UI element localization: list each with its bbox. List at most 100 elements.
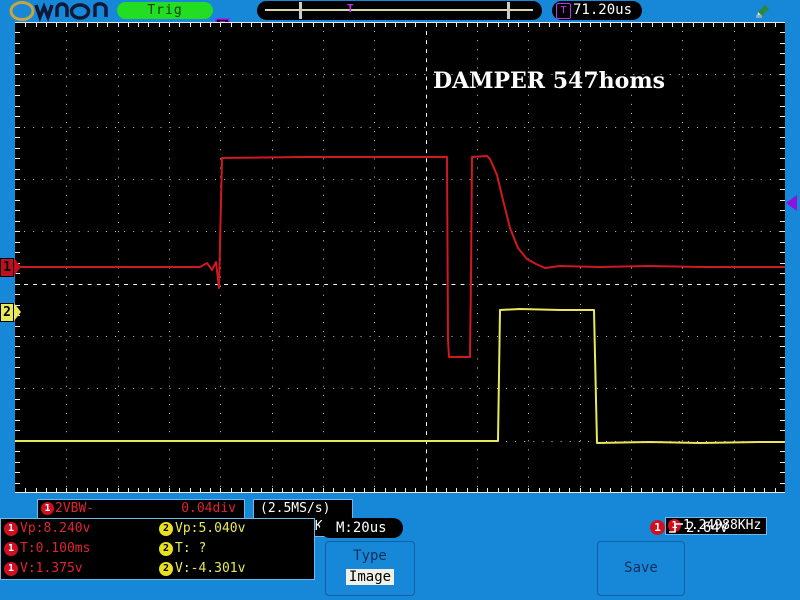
ch1-time-value: T:0.100ms: [20, 541, 91, 556]
axis-tick: [713, 488, 714, 493]
axis-tick: [46, 22, 47, 27]
axis-tick: [282, 22, 283, 27]
axis-tick: [780, 169, 785, 170]
axis-tick: [780, 336, 785, 337]
axis-tick: [148, 22, 149, 27]
ch2-marker-label: 2: [3, 305, 11, 320]
axis-tick: [405, 488, 406, 493]
axis-tick: [703, 22, 704, 27]
axis-tick: [775, 488, 776, 493]
ch2-badge: 2: [159, 522, 173, 536]
axis-tick: [56, 22, 57, 27]
axis-tick: [780, 326, 785, 327]
ch2-time-value: T: ?: [175, 541, 207, 556]
on-screen-annotation: DAMPER 547homs: [433, 68, 666, 94]
axis-tick: [272, 488, 273, 493]
memory-trigger-marker: T: [347, 2, 354, 15]
axis-tick: [780, 158, 785, 159]
axis-tick: [559, 22, 560, 27]
axis-tick: [179, 488, 180, 493]
save-button[interactable]: Save: [597, 541, 685, 596]
ch1-position-marker[interactable]: 1: [0, 258, 21, 277]
axis-tick: [780, 388, 785, 389]
ch1-measure-volt: 1 V:1.375v: [4, 559, 83, 579]
axis-tick: [15, 137, 20, 138]
axis-tick: [15, 43, 20, 44]
axis-tick: [487, 22, 488, 27]
axis-tick: [780, 106, 785, 107]
axis-tick: [210, 22, 211, 27]
grid-line-horizontal: [15, 179, 785, 180]
axis-tick: [364, 22, 365, 27]
axis-tick: [56, 488, 57, 493]
axis-tick: [261, 22, 262, 27]
axis-tick: [118, 488, 119, 493]
axis-tick: [15, 231, 20, 232]
axis-tick: [15, 388, 20, 389]
axis-tick: [15, 148, 20, 149]
axis-tick: [780, 221, 785, 222]
axis-tick: [775, 22, 776, 27]
measurement-row: 1 V:1.375v 2 V:-4.301v: [1, 559, 314, 579]
axis-tick: [87, 22, 88, 27]
measurement-row: 1 Vp:8.240v 2 Vp:5.040v: [1, 519, 314, 539]
axis-tick: [780, 95, 785, 96]
axis-tick: [723, 22, 724, 27]
grid-line-horizontal: [15, 388, 785, 389]
memory-position-indicator[interactable]: T: [257, 1, 542, 20]
axis-tick: [631, 488, 632, 493]
axis-tick: [323, 22, 324, 27]
axis-tick: [780, 148, 785, 149]
ch2-measure-vp: 2 Vp:5.040v: [159, 519, 245, 539]
type-button[interactable]: Type Image: [325, 541, 415, 596]
rising-edge-icon: [668, 519, 684, 533]
grid-line-vertical: [528, 22, 529, 493]
ch2-position-marker[interactable]: 2: [0, 303, 21, 322]
axis-tick: [15, 420, 20, 421]
axis-tick: [600, 488, 601, 493]
axis-tick: [241, 22, 242, 27]
axis-tick: [498, 22, 499, 27]
axis-tick: [528, 488, 529, 493]
grid-line-vertical: [682, 22, 683, 493]
axis-tick: [549, 488, 550, 493]
axis-tick: [138, 22, 139, 27]
axis-tick: [302, 488, 303, 493]
axis-tick: [610, 488, 611, 493]
axis-tick: [323, 488, 324, 493]
axis-tick: [179, 22, 180, 27]
trace-ch2: [15, 308, 785, 444]
axis-tick: [559, 488, 560, 493]
ch1-measure-vp: 1 Vp:8.240v: [4, 519, 90, 539]
axis-tick: [569, 488, 570, 493]
axis-tick: [456, 488, 457, 493]
axis-tick: [780, 200, 785, 201]
trigger-level-pointer-icon[interactable]: [786, 195, 797, 211]
axis-tick: [764, 488, 765, 493]
trigger-position-readout: T 71.20us: [552, 1, 643, 20]
axis-tick: [780, 378, 785, 379]
ch2-measure-time: 2 T: ?: [159, 539, 206, 559]
axis-tick: [231, 488, 232, 493]
axis-tick: [190, 22, 191, 27]
axis-tick: [780, 305, 785, 306]
axis-tick: [107, 488, 108, 493]
axis-tick: [385, 488, 386, 493]
axis-tick: [539, 22, 540, 27]
axis-tick: [621, 22, 622, 27]
grid-line-vertical: [580, 22, 581, 493]
axis-tick: [569, 22, 570, 27]
axis-tick: [754, 22, 755, 27]
ch1-volt-value: V:1.375v: [20, 561, 83, 576]
axis-tick: [580, 488, 581, 493]
type-selected-value: Image: [345, 569, 395, 585]
frequency-value: 1.24988KHz: [683, 518, 762, 533]
axis-tick: [261, 488, 262, 493]
axis-tick: [780, 85, 785, 86]
axis-tick: [487, 488, 488, 493]
print-icon[interactable]: [755, 3, 771, 19]
axis-tick: [25, 22, 26, 27]
axis-tick: [446, 488, 447, 493]
axis-tick: [780, 252, 785, 253]
